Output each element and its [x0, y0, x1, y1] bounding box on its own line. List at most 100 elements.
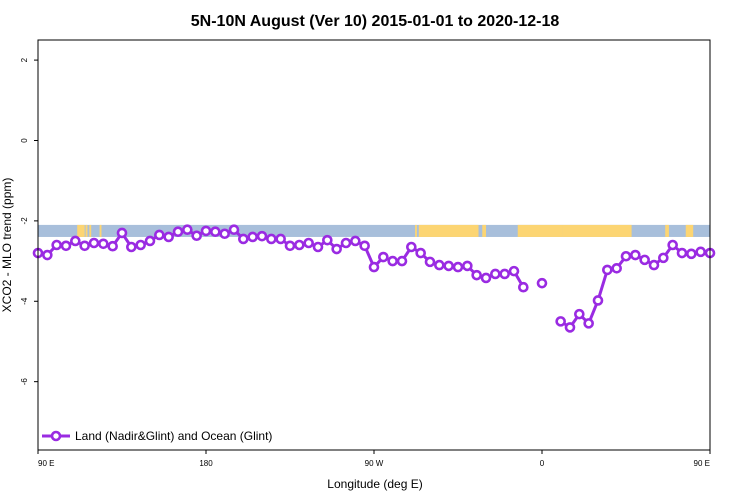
data-point [658, 252, 669, 264]
data-point [191, 230, 202, 242]
data-point [238, 233, 249, 245]
x-tick-label: 0 [540, 459, 545, 468]
data-point [340, 237, 352, 249]
legend-label: Land (Nadir&Glint) and Ocean (Glint) [75, 429, 272, 443]
data-point [88, 237, 100, 249]
data-point [256, 230, 268, 242]
data-point [639, 254, 650, 266]
y-tick-label: -2 [20, 217, 29, 225]
x-tick-label: 90 W [365, 459, 384, 468]
data-point [396, 255, 408, 267]
data-point [368, 261, 380, 273]
data-point [144, 235, 156, 247]
axis-layer: 90 E 180 90 W 0 90 E 2 0 -2 -4 -6 [20, 57, 711, 468]
data-point [350, 235, 361, 247]
data-point [210, 226, 221, 238]
data-point [182, 224, 193, 236]
data-point [98, 238, 109, 250]
data-point [200, 225, 212, 237]
y-tick-label: 0 [20, 138, 29, 143]
land-span [517, 224, 563, 237]
data-point [555, 316, 566, 327]
data-point [275, 233, 286, 245]
data-point [387, 255, 398, 267]
data-point [219, 228, 230, 240]
y-axis-label: XCO2 - MLO trend (ppm) [0, 178, 14, 313]
data-point [154, 229, 165, 241]
data-point [126, 241, 137, 253]
data-point [79, 240, 90, 252]
land-span [85, 224, 88, 237]
data-point [163, 231, 174, 243]
land-span [482, 224, 486, 237]
data-point [620, 250, 632, 262]
land-ocean-strip [38, 224, 710, 237]
data-point [266, 233, 277, 245]
land-span [665, 224, 669, 237]
data-point [415, 247, 426, 259]
data-point [443, 260, 454, 272]
data-point [480, 272, 492, 284]
data-point [471, 269, 482, 281]
series-layer [32, 224, 716, 333]
chart-title: 5N-10N August (Ver 10) 2015-01-01 to 202… [191, 13, 560, 30]
data-point [574, 308, 585, 320]
data-point [592, 295, 604, 306]
data-point [312, 241, 324, 253]
data-point [107, 240, 118, 252]
data-point [518, 281, 529, 293]
x-tick-label: 90 E [38, 459, 54, 468]
land-span [685, 224, 694, 237]
data-point [116, 227, 128, 239]
data-point [247, 231, 258, 243]
y-tick-label: -4 [20, 297, 29, 305]
land-span [562, 224, 632, 237]
data-point [42, 249, 53, 261]
x-tick-label: 90 E [694, 459, 710, 468]
data-point [499, 268, 510, 280]
data-point [135, 239, 146, 251]
x-axis-label: Longitude (deg E) [327, 477, 422, 491]
data-point [303, 237, 314, 249]
data-point [508, 265, 520, 277]
data-point [434, 259, 445, 271]
data-point [630, 249, 641, 261]
y-tick-label: 2 [20, 57, 29, 62]
data-point [359, 240, 370, 252]
data-point [424, 256, 436, 268]
data-point [322, 234, 333, 246]
land-span [418, 224, 479, 237]
land-span [89, 224, 92, 237]
data-point [60, 240, 72, 252]
data-point [331, 243, 342, 255]
plot-frame [37, 39, 711, 451]
data-point [536, 277, 548, 289]
legend: Land (Nadir&Glint) and Ocean (Glint) [42, 429, 272, 443]
data-point [602, 264, 613, 276]
data-point [667, 239, 678, 251]
data-point [452, 261, 464, 273]
data-point [172, 226, 184, 238]
data-point [648, 259, 660, 271]
land-span [77, 224, 85, 237]
data-point [564, 322, 576, 333]
data-point [406, 241, 417, 253]
legend-marker [50, 430, 62, 442]
data-point [228, 224, 240, 236]
data-point [51, 239, 62, 251]
data-point [490, 268, 501, 280]
data-point [462, 260, 473, 272]
data-point [676, 247, 688, 259]
data-point [583, 318, 594, 329]
land-span [99, 224, 102, 237]
x-tick-label: 180 [199, 459, 213, 468]
data-point [294, 239, 305, 251]
data-point [686, 248, 697, 260]
y-tick-label: -6 [20, 378, 29, 386]
data-point [70, 235, 81, 247]
data-point [611, 263, 622, 274]
data-point [695, 246, 706, 258]
data-point [284, 240, 296, 252]
data-point [378, 251, 389, 263]
